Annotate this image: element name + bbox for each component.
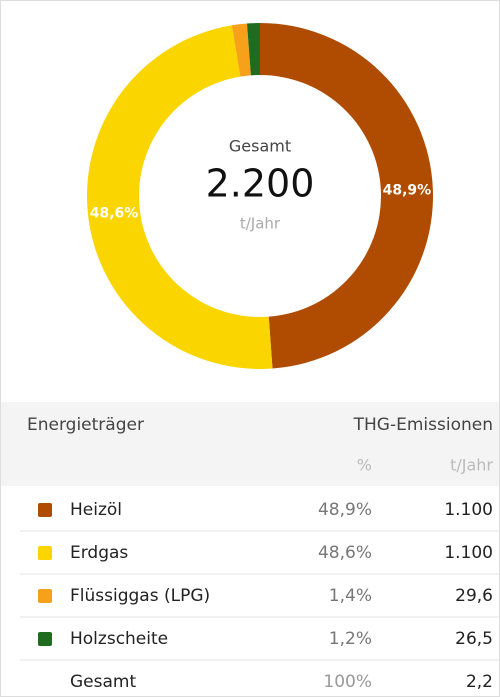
center-title: Gesamt bbox=[229, 137, 291, 156]
data-label: 48,9% bbox=[383, 183, 432, 199]
total-name: Gesamt bbox=[70, 672, 136, 692]
table-header-bg bbox=[1, 402, 499, 486]
sub-header: % bbox=[357, 456, 372, 475]
total-percent: 100% bbox=[323, 672, 372, 692]
row-amount: 29,6 bbox=[455, 586, 493, 606]
column-header: THG-Emissionen bbox=[353, 415, 493, 435]
row-name: Heizöl bbox=[70, 500, 122, 520]
row-name: Holzscheite bbox=[70, 629, 168, 649]
row-amount: 26,5 bbox=[455, 629, 493, 649]
table-rows: Heizöl 48,9% 1.100 Erdgas 48,6% 1.100 Flüssigg… bbox=[20, 500, 499, 692]
donut-segment bbox=[231, 23, 251, 77]
row-name: Flüssiggas (LPG) bbox=[70, 586, 210, 606]
column-header: Energieträger bbox=[27, 415, 144, 435]
donut-segment bbox=[87, 25, 273, 369]
row-percent: 1,2% bbox=[329, 629, 372, 649]
row-amount: 1.100 bbox=[444, 500, 493, 520]
center-value: 2.200 bbox=[206, 162, 315, 206]
sub-header: t/Jahr bbox=[450, 456, 493, 475]
legend-swatch bbox=[38, 589, 52, 603]
legend-swatch bbox=[38, 503, 52, 517]
total-amount: 2,2 bbox=[466, 672, 493, 692]
row-percent: 1,4% bbox=[329, 586, 372, 606]
row-amount: 1.100 bbox=[444, 543, 493, 563]
center-unit: t/Jahr bbox=[240, 215, 281, 233]
legend-swatch bbox=[38, 632, 52, 646]
row-percent: 48,6% bbox=[318, 543, 372, 563]
row-percent: 48,9% bbox=[318, 500, 372, 520]
legend-swatch bbox=[38, 546, 52, 560]
row-name: Erdgas bbox=[70, 543, 128, 563]
donut-segment bbox=[260, 23, 433, 369]
data-label: 48,6% bbox=[90, 205, 139, 221]
donut: 48,9% 48,6% bbox=[87, 23, 433, 369]
donut-segment bbox=[246, 23, 260, 76]
